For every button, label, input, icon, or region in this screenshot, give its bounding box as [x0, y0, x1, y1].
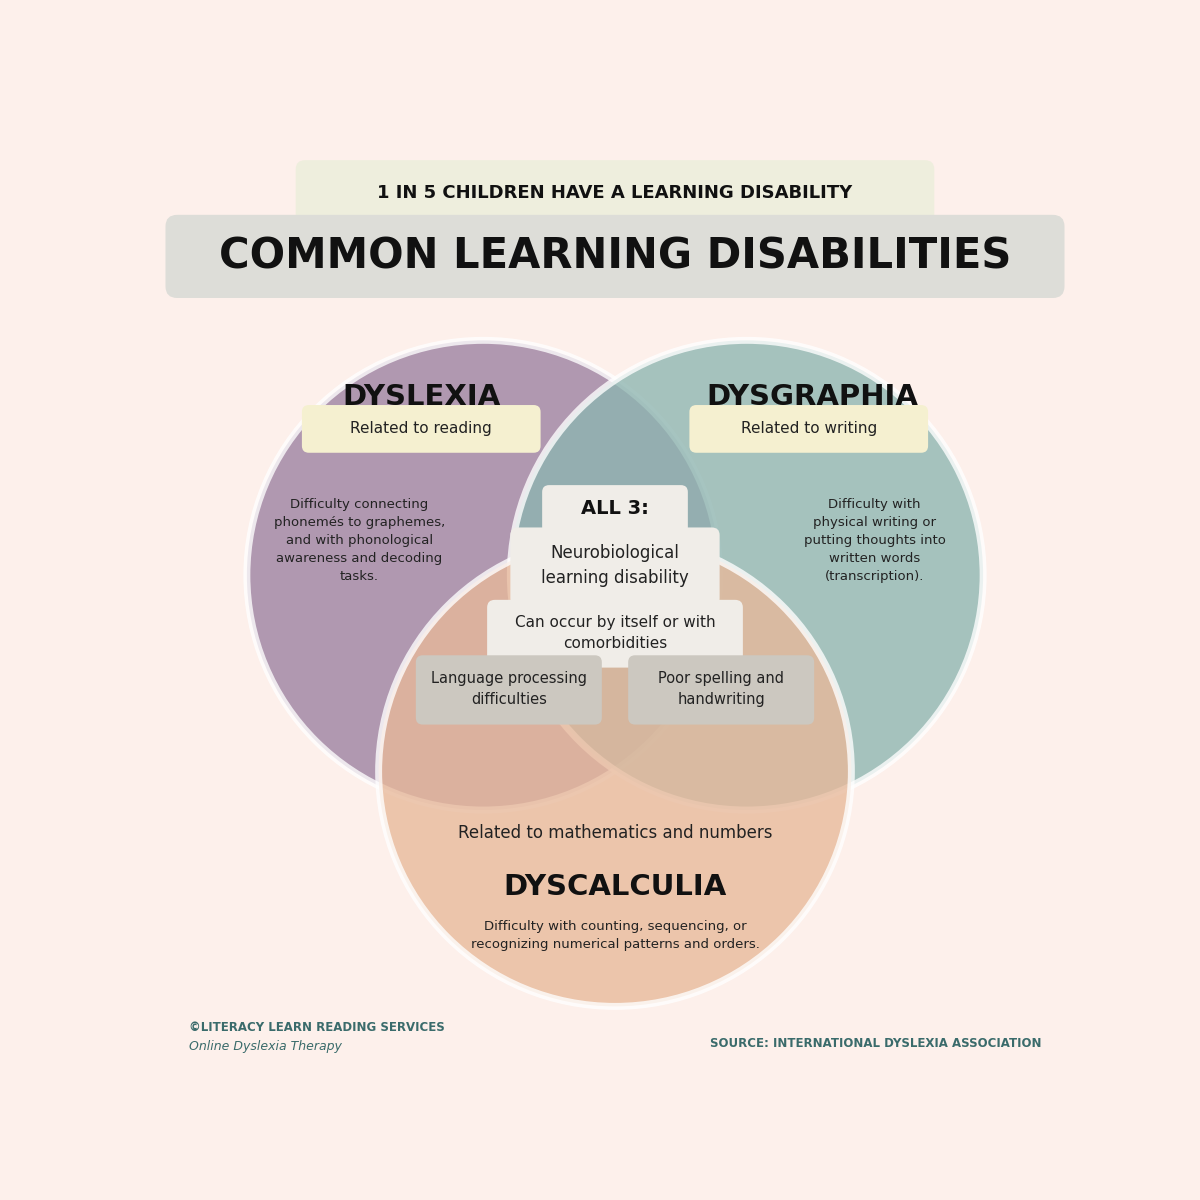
Circle shape: [247, 341, 720, 810]
FancyBboxPatch shape: [487, 600, 743, 667]
Text: Related to reading: Related to reading: [350, 421, 492, 436]
Text: DYSLEXIA: DYSLEXIA: [342, 383, 500, 410]
Text: ALL 3:: ALL 3:: [581, 499, 649, 518]
Text: Difficulty with
physical writing or
putting thoughts into
written words
(transcr: Difficulty with physical writing or putt…: [804, 498, 946, 583]
Circle shape: [510, 341, 983, 810]
Text: ©LITERACY LEARN READING SERVICES: ©LITERACY LEARN READING SERVICES: [188, 1021, 444, 1034]
Text: COMMON LEARNING DISABILITIES: COMMON LEARNING DISABILITIES: [218, 235, 1012, 277]
Text: Online Dyslexia Therapy: Online Dyslexia Therapy: [188, 1040, 342, 1052]
Text: 1 IN 5 CHILDREN HAVE A LEARNING DISABILITY: 1 IN 5 CHILDREN HAVE A LEARNING DISABILI…: [377, 184, 853, 202]
FancyBboxPatch shape: [166, 215, 1064, 298]
Text: DYSGRAPHIA: DYSGRAPHIA: [707, 383, 918, 410]
FancyBboxPatch shape: [689, 406, 928, 452]
Text: Language processing
difficulties: Language processing difficulties: [431, 671, 587, 707]
Text: Related to mathematics and numbers: Related to mathematics and numbers: [457, 824, 773, 842]
Text: SOURCE: INTERNATIONAL DYSLEXIA ASSOCIATION: SOURCE: INTERNATIONAL DYSLEXIA ASSOCIATI…: [709, 1037, 1042, 1050]
FancyBboxPatch shape: [416, 655, 602, 725]
Text: Poor spelling and
handwriting: Poor spelling and handwriting: [658, 671, 784, 707]
FancyBboxPatch shape: [628, 655, 814, 725]
Text: Difficulty with counting, sequencing, or
recognizing numerical patterns and orde: Difficulty with counting, sequencing, or…: [470, 920, 760, 952]
Text: Neurobiological
learning disability: Neurobiological learning disability: [541, 545, 689, 588]
Circle shape: [379, 536, 851, 1007]
FancyBboxPatch shape: [302, 406, 541, 452]
FancyBboxPatch shape: [542, 485, 688, 534]
Text: Related to writing: Related to writing: [740, 421, 877, 436]
Text: Difficulty connecting
phonemés to graphemes,
and with phonological
awareness and: Difficulty connecting phonemés to graphe…: [274, 498, 445, 583]
FancyBboxPatch shape: [510, 528, 720, 606]
FancyBboxPatch shape: [295, 160, 935, 227]
Text: DYSCALCULIA: DYSCALCULIA: [503, 874, 727, 901]
Text: Can occur by itself or with
comorbidities: Can occur by itself or with comorbiditie…: [515, 614, 715, 650]
